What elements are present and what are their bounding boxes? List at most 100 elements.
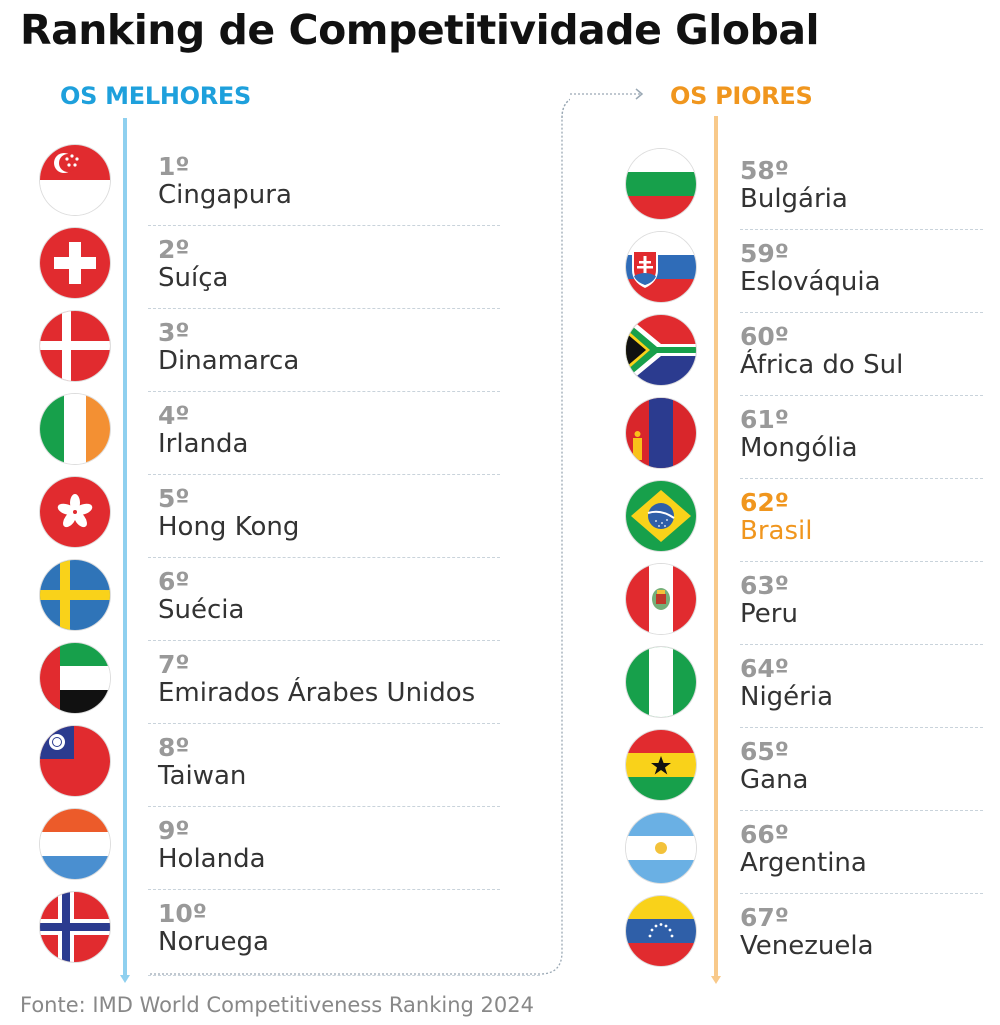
country-name: Suécia (158, 595, 245, 625)
uae-flag-icon (40, 643, 110, 713)
row-divider (740, 395, 983, 396)
rank-label: 59º (740, 239, 789, 268)
row-divider (148, 975, 540, 976)
row-divider (148, 806, 500, 807)
connector-arrow-icon (150, 98, 570, 975)
country-name: Argentina (740, 848, 867, 878)
row-divider (148, 640, 500, 641)
source-note: Fonte: IMD World Competitiveness Ranking… (20, 993, 534, 1017)
page-title: Ranking de Competitividade Global (20, 6, 820, 54)
country-name: Hong Kong (158, 512, 300, 542)
list-item: 6º Suécia (0, 553, 510, 641)
list-item: 66º Argentina (600, 806, 1000, 894)
country-name: Emirados Árabes Unidos (158, 678, 476, 708)
row-divider (148, 391, 500, 392)
row-divider (740, 727, 983, 728)
list-item: 10º Noruega (0, 885, 540, 976)
nigeria-flag-icon (626, 647, 696, 717)
list-item: 3º Dinamarca (0, 304, 510, 392)
sweden-flag-icon (40, 560, 110, 630)
list-item: 63º Peru (600, 557, 1000, 645)
list-item: 1º Cingapura (0, 138, 510, 226)
country-name: África do Sul (740, 350, 904, 380)
list-item: 2º Suíça (0, 221, 510, 309)
rank-label: 5º (158, 484, 190, 513)
peru-flag-icon (626, 564, 696, 634)
list-item: 59º Eslováquia (600, 225, 1000, 313)
rank-label: 3º (158, 318, 190, 347)
country-name: Brasil (740, 516, 813, 546)
country-name: Cingapura (158, 180, 292, 210)
netherlands-flag-icon (40, 809, 110, 879)
list-item: 60º África do Sul (600, 308, 1000, 396)
singapore-flag-icon (40, 145, 110, 215)
row-divider (740, 312, 983, 313)
denmark-flag-icon (40, 311, 110, 381)
country-name: Noruega (158, 927, 269, 957)
country-name: Gana (740, 765, 809, 795)
rank-label: 58º (740, 156, 789, 185)
list-item: 67º Venezuela (600, 889, 1000, 972)
list-item: 58º Bulgária (600, 142, 1000, 230)
country-name: Suíça (158, 263, 229, 293)
taiwan-flag-icon (40, 726, 110, 796)
list-item: 8º Taiwan (0, 719, 510, 807)
rank-label: 1º (158, 152, 190, 181)
rank-label: 10º (158, 899, 207, 928)
down-arrow-icon (711, 976, 721, 984)
row-divider (740, 810, 983, 811)
rank-label: 61º (740, 405, 789, 434)
ghana-flag-icon (626, 730, 696, 800)
country-name: Taiwan (158, 761, 247, 791)
row-divider (148, 308, 500, 309)
rank-label: 4º (158, 401, 190, 430)
row-divider (740, 561, 983, 562)
country-name: Venezuela (740, 931, 874, 961)
row-divider (148, 889, 500, 890)
country-name: Dinamarca (158, 346, 300, 376)
country-name: Peru (740, 599, 798, 629)
list-item: 5º Hong Kong (0, 470, 510, 558)
rank-label: 63º (740, 571, 789, 600)
rank-label: 60º (740, 322, 789, 351)
rank-label: 9º (158, 816, 190, 845)
country-name: Eslováquia (740, 267, 881, 297)
list-item: 64º Nigéria (600, 640, 1000, 728)
row-divider (740, 893, 983, 894)
best-timeline-line (123, 118, 127, 978)
down-arrow-icon (120, 975, 130, 983)
rank-label: 66º (740, 820, 789, 849)
row-divider (148, 557, 500, 558)
south-africa-flag-icon (626, 315, 696, 385)
venezuela-flag-icon (626, 896, 696, 966)
country-name: Irlanda (158, 429, 249, 459)
rank-label: 8º (158, 733, 190, 762)
rank-label: 64º (740, 654, 789, 683)
rank-label: 2º (158, 235, 190, 264)
best-heading: OS MELHORES (60, 82, 251, 110)
switzerland-flag-icon (40, 228, 110, 298)
worst-heading: OS PIORES (670, 82, 813, 110)
rank-label: 7º (158, 650, 190, 679)
right-arrow-icon (570, 88, 644, 100)
ireland-flag-icon (40, 394, 110, 464)
list-item: 9º Holanda (0, 802, 510, 890)
argentina-flag-icon (626, 813, 696, 883)
list-item: 7º Emirados Árabes Unidos (0, 636, 510, 724)
country-name: Bulgária (740, 184, 848, 214)
row-divider (148, 225, 500, 226)
norway-flag-icon (40, 892, 110, 962)
country-name: Mongólia (740, 433, 858, 463)
list-item: 65º Gana (600, 723, 1000, 811)
country-name: Holanda (158, 844, 266, 874)
worst-timeline-line (714, 116, 718, 980)
rank-label: 67º (740, 903, 789, 932)
row-divider (148, 474, 500, 475)
list-item: 61º Mongólia (600, 391, 1000, 479)
row-divider (740, 229, 983, 230)
mongolia-flag-icon (626, 398, 696, 468)
hong-kong-flag-icon (40, 477, 110, 547)
rank-label: 65º (740, 737, 789, 766)
country-name: Nigéria (740, 682, 834, 712)
slovakia-flag-icon (626, 232, 696, 302)
